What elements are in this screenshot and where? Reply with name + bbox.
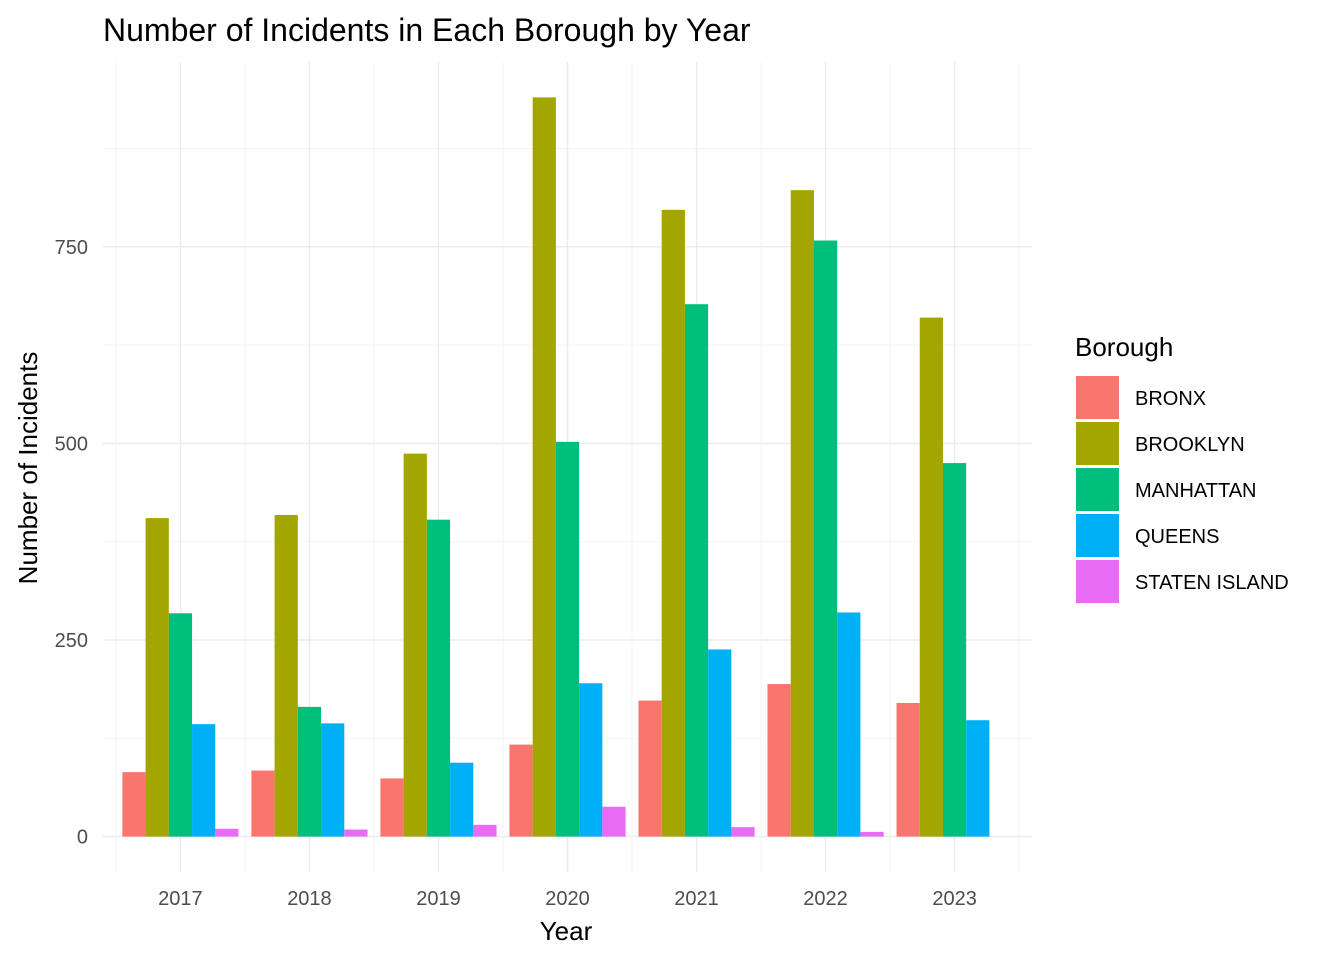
bar-manhattan-2023 [942, 463, 967, 837]
bar-staten-island-2019 [473, 824, 497, 837]
bar-staten-island-2018 [344, 829, 368, 837]
bar-queens-2023 [966, 720, 990, 837]
bar-bronx-2020 [509, 744, 533, 837]
legend-label: STATEN ISLAND [1135, 572, 1289, 594]
y-tick-label: 500 [55, 433, 88, 455]
legend-key-queens [1076, 514, 1119, 557]
bar-staten-island-2020 [602, 806, 626, 837]
x-tick-label: 2023 [932, 888, 977, 910]
bar-brooklyn-2022 [790, 190, 814, 837]
x-tick-label: 2021 [674, 888, 719, 910]
bar-bronx-2018 [251, 770, 275, 837]
bar-staten-island-2021 [731, 827, 755, 837]
x-tick-label: 2019 [416, 888, 461, 910]
y-axis-title: Number of Incidents [13, 352, 43, 585]
bar-manhattan-2020 [555, 441, 580, 837]
bar-manhattan-2021 [684, 304, 709, 837]
bar-bronx-2023 [896, 702, 920, 837]
bar-bronx-2019 [380, 778, 404, 837]
x-tick-label: 2018 [287, 888, 332, 910]
legend: Borough BRONX BROOKLYN MANHATTAN QUEENS STAT… [1075, 332, 1289, 603]
legend-key-brooklyn [1076, 422, 1119, 465]
legend-label: MANHATTAN [1135, 480, 1256, 502]
x-tick-label: 2017 [158, 888, 203, 910]
x-axis-ticks: 2017 2018 2019 2020 2021 2022 2023 [158, 888, 977, 910]
bar-brooklyn-2023 [919, 317, 943, 837]
bar-queens-2017 [192, 724, 216, 837]
bar-staten-island-2017 [215, 828, 239, 837]
bar-bronx-2022 [767, 684, 791, 837]
x-axis-title: Year [540, 916, 593, 946]
bar-queens-2019 [450, 762, 474, 837]
bar-manhattan-2017 [168, 613, 193, 837]
y-axis-ticks: 0 250 500 750 [55, 237, 88, 849]
y-tick-label: 750 [55, 237, 88, 259]
legend-key-bronx [1076, 376, 1119, 419]
bar-manhattan-2019 [426, 519, 451, 837]
x-tick-label: 2020 [545, 888, 590, 910]
legend-key-staten-island [1076, 560, 1119, 603]
bar-bronx-2017 [122, 772, 146, 837]
legend-label: BRONX [1135, 388, 1206, 410]
legend-key-manhattan [1076, 468, 1119, 511]
bar-brooklyn-2021 [661, 209, 685, 837]
bar-brooklyn-2020 [532, 97, 556, 837]
bar-brooklyn-2017 [145, 518, 169, 837]
bar-brooklyn-2018 [274, 514, 298, 837]
bar-brooklyn-2019 [403, 453, 427, 837]
y-tick-label: 0 [77, 827, 88, 849]
bar-bronx-2021 [638, 700, 662, 837]
bars [122, 97, 990, 837]
bar-manhattan-2018 [297, 706, 322, 837]
x-tick-label: 2022 [803, 888, 848, 910]
bar-staten-island-2022 [860, 831, 884, 837]
chart-title: Number of Incidents in Each Borough by Y… [103, 12, 751, 48]
legend-label: BROOKLYN [1135, 434, 1245, 456]
legend-label: QUEENS [1135, 526, 1219, 548]
bar-queens-2020 [579, 683, 603, 837]
bar-queens-2018 [321, 723, 345, 837]
legend-title: Borough [1075, 332, 1173, 362]
bar-queens-2021 [708, 649, 732, 837]
y-tick-label: 250 [55, 630, 88, 652]
bar-manhattan-2022 [813, 240, 838, 837]
bar-queens-2022 [837, 612, 861, 837]
